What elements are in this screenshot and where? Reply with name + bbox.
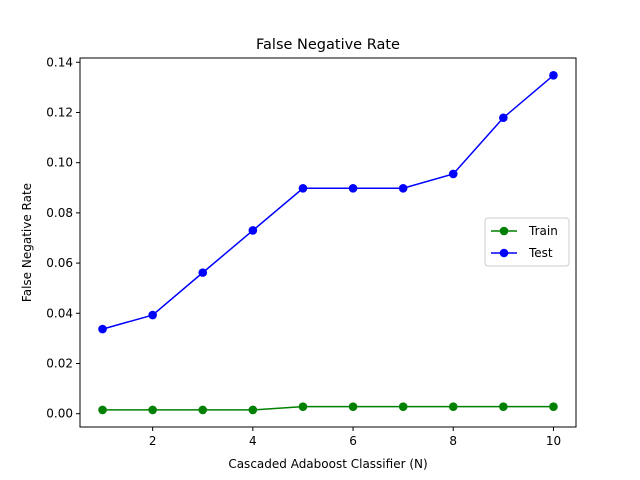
x-tick-label: 2: [149, 434, 157, 448]
data-point-train: [148, 405, 157, 415]
x-tick-label: 10: [546, 434, 561, 448]
legend-label-train: Train: [528, 224, 558, 238]
y-tick-label: 0.14: [46, 55, 73, 69]
y-tick-label: 0.00: [46, 407, 73, 421]
data-point-train: [398, 402, 408, 411]
data-point-test: [98, 324, 107, 334]
data-point-train: [549, 402, 558, 411]
x-tick-label: 8: [449, 434, 457, 448]
y-tick-label: 0.12: [46, 105, 73, 119]
series-line-test: [102, 74, 554, 330]
x-tick-label: 4: [249, 434, 257, 448]
legend-marker-train: [499, 226, 509, 236]
data-point-train: [298, 402, 308, 411]
data-point-test: [148, 310, 157, 320]
data-point-test: [549, 71, 558, 80]
axes: 2 4 6 8 10 0.00 0.02 0.04 0.06 0.08 0.10 0.12 0.14: [46, 55, 561, 448]
y-tick-label: 0.02: [46, 356, 73, 370]
series-line-train: [102, 405, 554, 411]
data-point-train: [348, 402, 358, 411]
legend: Train Test: [484, 217, 570, 267]
data-point-test: [398, 183, 408, 193]
data-point-train: [198, 405, 208, 415]
data-point-train: [98, 405, 107, 415]
y-tick-label: 0.10: [46, 156, 73, 170]
legend-marker-test: [499, 248, 509, 258]
data-point-test: [499, 113, 508, 123]
x-tick-label: 6: [349, 434, 357, 448]
legend-label-test: Test: [528, 246, 553, 260]
y-tick-label: 0.04: [46, 306, 73, 320]
data-point-train: [248, 405, 258, 415]
y-tick-label: 0.06: [46, 256, 73, 270]
series-layer: [98, 71, 558, 415]
chart-title: False Negative Rate: [256, 37, 400, 53]
y-tick-label: 0.08: [46, 206, 73, 220]
y-axis-label: False Negative Rate: [20, 183, 34, 302]
data-point-test: [448, 169, 458, 179]
data-point-test: [248, 226, 258, 235]
data-point-train: [499, 402, 508, 411]
data-point-test: [348, 183, 358, 193]
plot-frame: [79, 57, 577, 428]
data-point-train: [448, 402, 458, 411]
data-point-test: [298, 183, 308, 193]
data-point-test: [198, 268, 208, 277]
x-axis-label: Cascaded Adaboost Classifier (N): [228, 457, 427, 471]
